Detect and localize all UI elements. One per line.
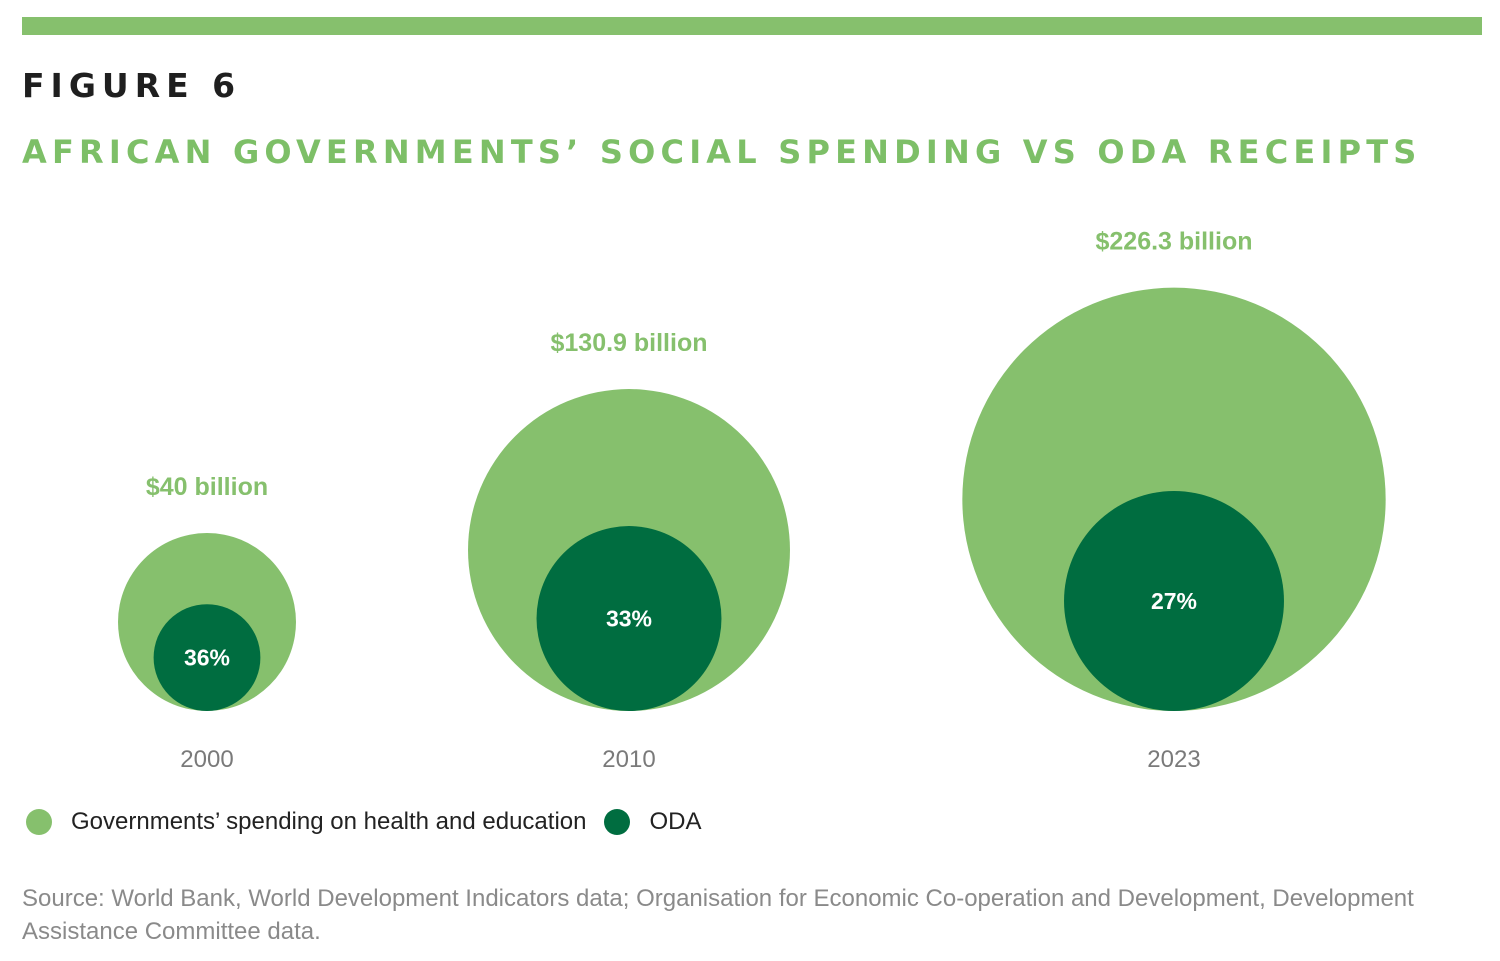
oda-pct-label-2010: 33% (606, 606, 652, 632)
legend-swatch-oda (604, 809, 631, 835)
oda-bubble-2000 (153, 604, 261, 711)
legend: Governments’ spending on health and educ… (26, 808, 720, 836)
figure-label: FIGURE 6 (22, 66, 242, 105)
legend-label-spending: Governments’ spending on health and educ… (71, 808, 587, 835)
spending-value-label-2023: $226.3 billion (1095, 228, 1252, 256)
legend-label-oda: ODA (649, 808, 702, 835)
legend-item-oda: ODA (604, 808, 719, 836)
year-label-2023: 2023 (1147, 746, 1200, 773)
oda-bubble-2023 (1064, 491, 1284, 711)
oda-bubble-2010 (536, 526, 722, 712)
top-accent-bar (22, 17, 1482, 35)
spending-value-label-2000: $40 billion (146, 473, 268, 501)
oda-pct-label-2000: 36% (184, 645, 230, 671)
chart-title: AFRICAN GOVERNMENTS’ SOCIAL SPENDING VS … (22, 133, 1422, 171)
spending-value-label-2010: $130.9 billion (550, 329, 707, 357)
oda-pct-label-2023: 27% (1151, 588, 1197, 614)
legend-swatch-spending (26, 809, 52, 835)
year-label-2010: 2010 (602, 746, 655, 773)
legend-item-spending: Governments’ spending on health and educ… (26, 808, 604, 836)
source-note: Source: World Bank, World Development In… (22, 885, 1414, 945)
year-label-2000: 2000 (180, 746, 233, 773)
